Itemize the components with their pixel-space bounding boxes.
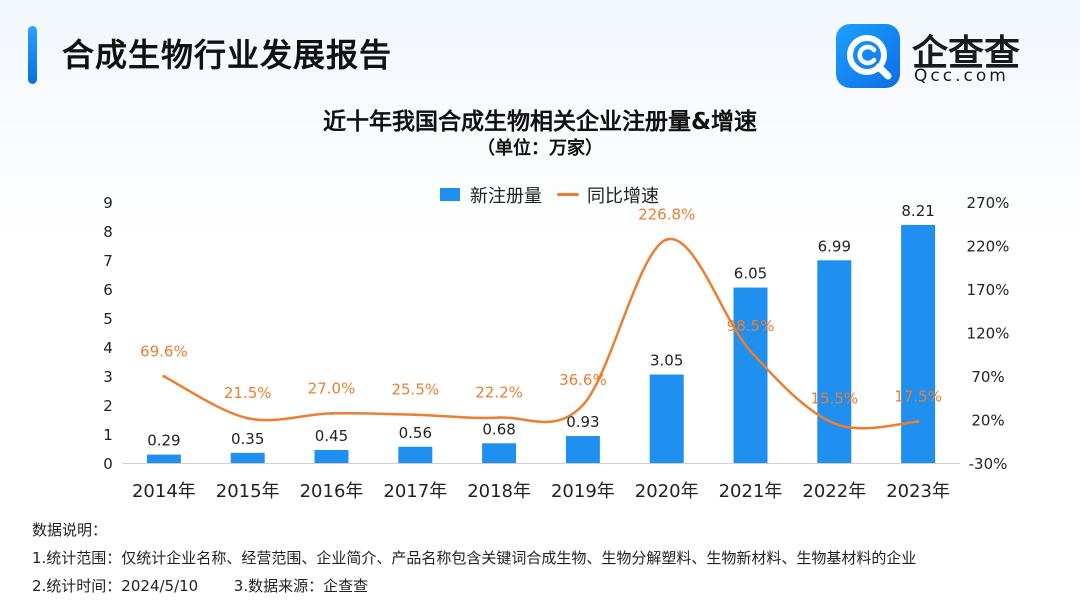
x-tick-label: 2018年 xyxy=(467,481,531,502)
growth-point xyxy=(497,416,501,420)
bar xyxy=(230,452,265,463)
bar-value-label: 0.45 xyxy=(315,427,348,445)
y-left-tick-label: 3 xyxy=(103,368,113,386)
bar-value-label: 6.05 xyxy=(734,265,767,283)
data-notes: 数据说明： 1.统计范围：仅统计企业名称、经营范围、企业简介、产品名称包含关键词… xyxy=(32,516,916,600)
bar-value-label: 0.35 xyxy=(231,430,264,448)
growth-value-label: 17.5% xyxy=(894,388,942,406)
notes-source: 3.数据来源：企查查 xyxy=(233,577,369,595)
x-tick-label: 2022年 xyxy=(802,481,866,502)
growth-point xyxy=(665,238,669,242)
bar xyxy=(901,224,936,463)
title-accent-bar xyxy=(28,26,37,84)
growth-point xyxy=(749,349,752,353)
bar-value-label: 3.05 xyxy=(650,352,683,370)
y-left-tick-label: 9 xyxy=(103,194,113,212)
growth-point xyxy=(413,413,417,417)
y-left-tick-label: 0 xyxy=(103,455,113,473)
bar-value-label: 8.21 xyxy=(901,202,934,220)
growth-point xyxy=(916,420,920,424)
legend-label-growth: 同比增速 xyxy=(587,186,659,207)
growth-point xyxy=(246,416,250,420)
y-right-tick-label: -30% xyxy=(969,455,1008,473)
y-left-tick-label: 8 xyxy=(103,223,113,241)
y-right-tick-label: 120% xyxy=(967,325,1010,343)
legend-swatch-bar xyxy=(440,188,460,201)
legend-swatch-line xyxy=(557,193,579,196)
logo-name: 企查查 xyxy=(912,33,1021,74)
x-tick-label: 2021年 xyxy=(719,481,783,502)
x-tick-label: 2016年 xyxy=(300,481,364,502)
x-tick-label: 2015年 xyxy=(216,481,280,502)
chart-subtitle: （单位：万家） xyxy=(477,138,603,159)
y-right-tick-label: 70% xyxy=(971,368,1004,386)
y-right-tick-label: 170% xyxy=(967,281,1010,299)
notes-heading: 数据说明： xyxy=(32,521,108,539)
x-tick-label: 2014年 xyxy=(132,481,196,502)
notes-time-source: 2.统计时间：2024/5/10 3.数据来源：企查查 xyxy=(32,572,916,600)
bar xyxy=(733,287,768,463)
notes-scope: 1.统计范围：仅统计企业名称、经营范围、企业简介、产品名称包含关键词合成生物、生… xyxy=(32,549,917,567)
bar xyxy=(314,449,349,463)
chart-title: 近十年我国合成生物相关企业注册量&增速 xyxy=(322,109,758,135)
growth-value-label: 69.6% xyxy=(140,342,188,360)
y-left-tick-label: 6 xyxy=(103,281,113,299)
bar xyxy=(817,260,852,463)
growth-value-label: 22.2% xyxy=(475,384,523,402)
growth-value-label: 25.5% xyxy=(391,381,439,399)
y-left-tick-label: 7 xyxy=(103,252,113,270)
x-tick-label: 2017年 xyxy=(383,481,447,502)
y-right-tick-label: 20% xyxy=(971,412,1004,430)
bar-value-label: 0.93 xyxy=(566,413,599,431)
x-tick-label: 2020年 xyxy=(635,481,699,502)
growth-value-label: 98.5% xyxy=(727,317,775,335)
y-left-tick-label: 2 xyxy=(103,397,113,415)
bar xyxy=(398,446,433,463)
growth-series-line xyxy=(163,237,919,430)
growth-point xyxy=(581,403,585,407)
growth-value-label: 226.8% xyxy=(638,206,695,224)
growth-point xyxy=(832,421,836,425)
x-tick-label: 2023年 xyxy=(886,481,950,502)
x-tick-label: 2019年 xyxy=(551,481,615,502)
y-right-tick-label: 220% xyxy=(967,238,1010,256)
bar xyxy=(482,443,517,463)
y-left-tick-label: 5 xyxy=(103,310,113,328)
bar-value-label: 0.56 xyxy=(399,424,432,442)
growth-value-label: 36.6% xyxy=(559,371,607,389)
bar-value-label: 6.99 xyxy=(818,237,851,255)
notes-time: 2.统计时间：2024/5/10 xyxy=(32,577,199,595)
growth-value-label: 15.5% xyxy=(810,389,858,407)
qcc-logo-icon xyxy=(836,24,900,88)
bar-value-label: 0.29 xyxy=(147,432,180,450)
bar-value-label: 0.68 xyxy=(482,420,515,438)
bar xyxy=(146,454,181,463)
y-right-tick-label: 270% xyxy=(967,194,1010,212)
qcc-logo: 企查查 Qcc.com xyxy=(836,22,1046,88)
growth-point xyxy=(330,411,333,415)
bar xyxy=(565,436,600,463)
growth-point xyxy=(162,374,166,378)
logo-subtitle: Qcc.com xyxy=(914,66,1009,86)
legend-label-registrations: 新注册量 xyxy=(470,186,542,207)
page-title: 合成生物行业发展报告 xyxy=(62,36,393,74)
growth-value-label: 27.0% xyxy=(308,379,356,397)
y-left-tick-label: 4 xyxy=(103,339,113,357)
bar xyxy=(649,374,684,463)
growth-value-label: 21.5% xyxy=(224,384,272,402)
y-left-tick-label: 1 xyxy=(103,426,113,444)
